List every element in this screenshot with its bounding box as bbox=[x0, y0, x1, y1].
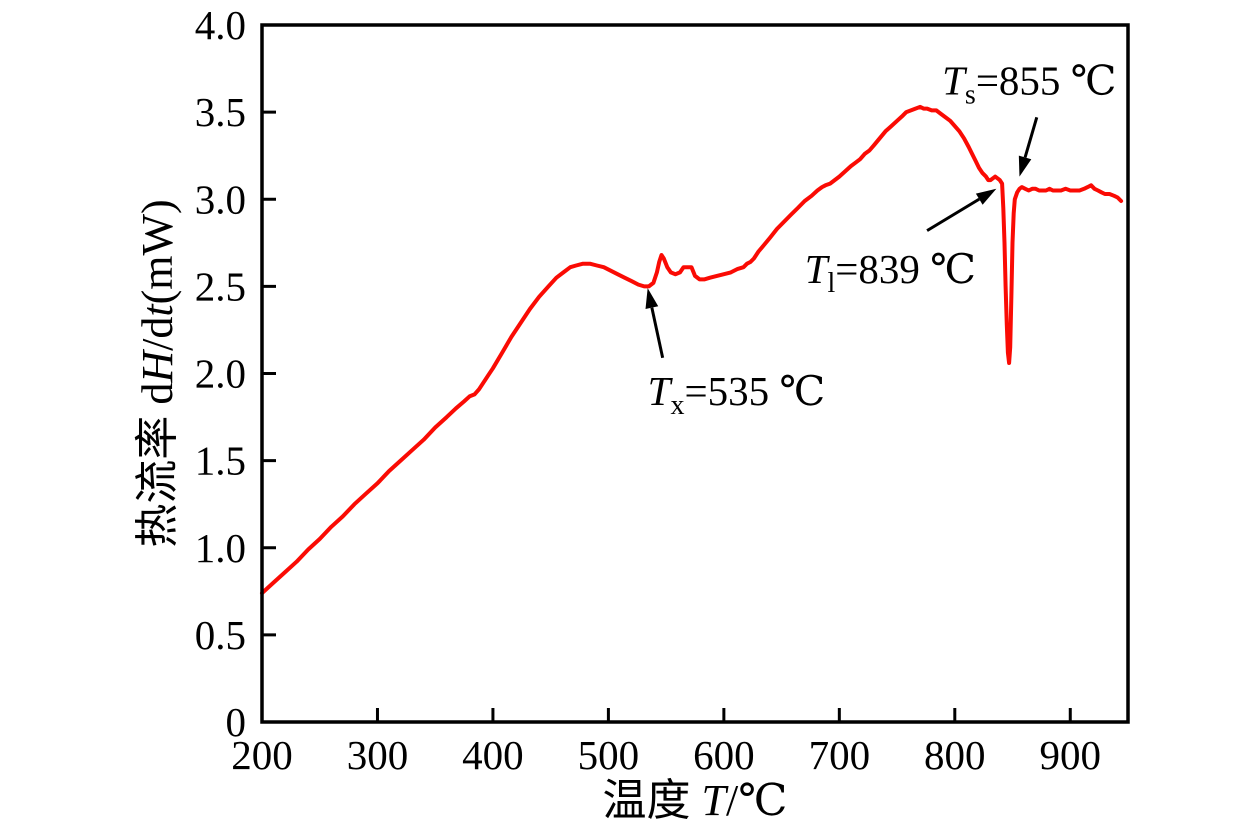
x-tick-label: 400 bbox=[462, 732, 524, 778]
axis-tick-labels: 200 300 400 500 600 700 800 900 0 0.5 1.0 1.5 2.0 2.5… bbox=[195, 2, 1101, 778]
y-tick-label: 0 bbox=[226, 699, 247, 745]
y-tick-label: 3.5 bbox=[195, 89, 246, 135]
x-axis-title: 温度 T/℃ bbox=[603, 776, 788, 825]
y-tick-label: 1.5 bbox=[195, 438, 246, 484]
y-tick-label: 4.0 bbox=[195, 2, 246, 48]
y-tick-label: 3.0 bbox=[195, 176, 246, 222]
y-tick-label: 0.5 bbox=[195, 612, 246, 658]
plot-border bbox=[260, 23, 1130, 724]
annotation-label-Tx: Tx=535 ℃ bbox=[648, 368, 826, 421]
x-tick-label: 500 bbox=[578, 732, 640, 778]
x-tick-label: 600 bbox=[693, 732, 755, 778]
annotation-arrow-head bbox=[1018, 155, 1032, 177]
dsc-curve bbox=[260, 104, 1124, 596]
annotation-arrow-line bbox=[926, 197, 981, 232]
y-axis-title: 热流率 dH/dt(mW) bbox=[133, 199, 182, 547]
annotation-arrow-line bbox=[1023, 116, 1039, 158]
annotation-arrow-head bbox=[645, 288, 659, 310]
x-tick-label: 800 bbox=[924, 732, 986, 778]
x-tick-label: 300 bbox=[347, 732, 409, 778]
annotation-arrow-line bbox=[650, 307, 665, 359]
x-tick-label: 900 bbox=[1040, 732, 1102, 778]
x-tick-label: 200 bbox=[231, 732, 293, 778]
annotation-label-Ts: Ts=855 ℃ bbox=[942, 58, 1116, 111]
y-tick-label: 1.0 bbox=[195, 525, 246, 571]
annotations: Tx=535 ℃ Tl=839 ℃ Ts=855 ℃ bbox=[645, 58, 1117, 421]
x-tick-label: 700 bbox=[809, 732, 871, 778]
y-tick-label: 2.0 bbox=[195, 351, 246, 397]
annotation-label-Tl: Tl=839 ℃ bbox=[805, 246, 976, 299]
annotation-arrow-head bbox=[975, 188, 997, 205]
y-tick-label: 2.5 bbox=[195, 263, 246, 309]
